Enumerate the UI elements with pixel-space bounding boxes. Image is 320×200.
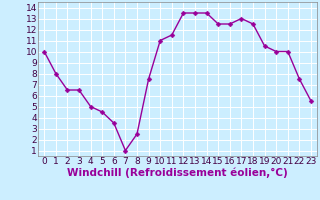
X-axis label: Windchill (Refroidissement éolien,°C): Windchill (Refroidissement éolien,°C)	[67, 168, 288, 178]
